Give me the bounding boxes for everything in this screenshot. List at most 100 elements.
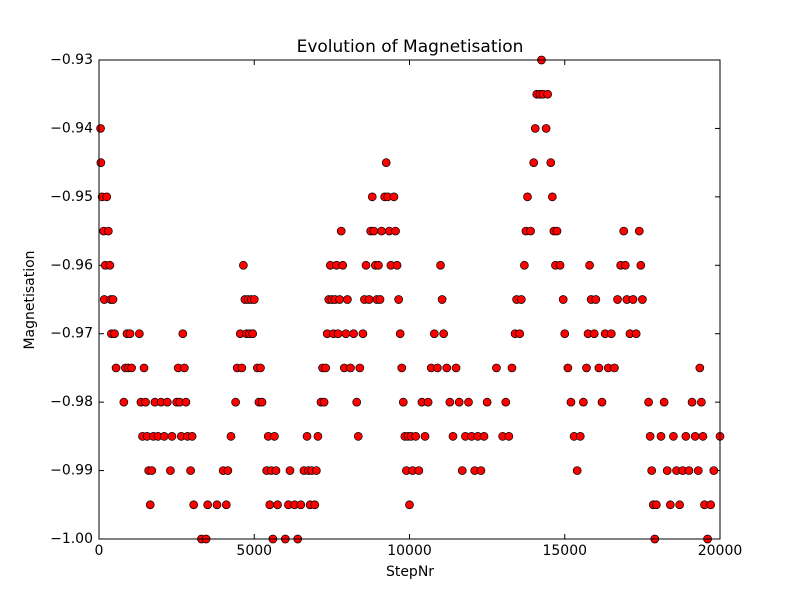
point bbox=[221, 500, 231, 510]
point bbox=[695, 363, 705, 373]
plot-frame bbox=[98, 59, 721, 540]
point bbox=[515, 329, 525, 339]
x-tick-label: 15000 bbox=[542, 543, 587, 559]
point bbox=[108, 295, 118, 304]
point bbox=[333, 329, 343, 339]
point bbox=[482, 397, 492, 407]
point bbox=[572, 466, 582, 475]
point bbox=[349, 329, 358, 339]
point bbox=[610, 363, 619, 373]
point bbox=[436, 260, 445, 270]
point bbox=[433, 363, 442, 373]
point bbox=[186, 466, 195, 475]
point bbox=[619, 226, 629, 236]
point bbox=[454, 397, 464, 407]
point bbox=[693, 466, 703, 475]
point bbox=[127, 363, 136, 373]
point bbox=[563, 363, 573, 373]
point bbox=[636, 260, 646, 270]
point bbox=[398, 397, 408, 407]
point bbox=[162, 397, 172, 407]
point bbox=[369, 226, 379, 236]
point bbox=[606, 329, 616, 339]
point bbox=[102, 192, 112, 202]
y-tick-label: −0.98 bbox=[50, 394, 93, 410]
point bbox=[231, 397, 240, 407]
point bbox=[159, 432, 169, 441]
point bbox=[135, 329, 144, 339]
point bbox=[374, 260, 383, 270]
point bbox=[395, 329, 405, 339]
point bbox=[226, 432, 236, 441]
point bbox=[302, 432, 312, 441]
y-tick-label: −0.94 bbox=[50, 120, 93, 136]
point bbox=[575, 432, 585, 441]
point bbox=[631, 329, 641, 339]
point bbox=[358, 329, 368, 339]
point bbox=[613, 295, 622, 304]
point bbox=[271, 466, 281, 475]
point bbox=[397, 363, 407, 373]
point bbox=[352, 397, 362, 407]
point bbox=[476, 466, 486, 475]
point bbox=[589, 329, 599, 339]
point bbox=[189, 500, 199, 510]
point bbox=[381, 158, 391, 167]
x-tick-label: 20000 bbox=[698, 543, 743, 559]
point bbox=[547, 192, 557, 202]
point bbox=[321, 363, 331, 373]
point bbox=[145, 500, 155, 510]
chart-title: Evolution of Magnetisation bbox=[297, 37, 524, 57]
point bbox=[178, 329, 188, 339]
y-tick-label: −0.95 bbox=[50, 189, 93, 205]
point bbox=[180, 363, 189, 373]
x-tick-label: 5000 bbox=[236, 543, 272, 559]
point bbox=[516, 295, 526, 304]
point bbox=[582, 363, 591, 373]
point bbox=[103, 226, 113, 236]
point bbox=[361, 260, 371, 270]
point bbox=[698, 432, 708, 441]
point bbox=[669, 432, 678, 441]
point bbox=[319, 397, 329, 407]
point bbox=[566, 397, 576, 407]
point bbox=[237, 363, 247, 373]
point bbox=[257, 397, 267, 407]
point bbox=[620, 260, 630, 270]
point bbox=[529, 158, 539, 167]
point bbox=[313, 432, 323, 441]
point bbox=[335, 295, 344, 304]
y-tick-label: −0.97 bbox=[50, 326, 93, 342]
point bbox=[492, 363, 501, 373]
point bbox=[681, 432, 691, 441]
point bbox=[656, 432, 666, 441]
point bbox=[651, 500, 661, 510]
point bbox=[181, 397, 191, 407]
point bbox=[420, 432, 430, 441]
point bbox=[110, 329, 119, 339]
point bbox=[552, 226, 562, 236]
point bbox=[249, 295, 259, 304]
point bbox=[706, 500, 716, 510]
point bbox=[523, 192, 532, 202]
point bbox=[594, 363, 604, 373]
point bbox=[364, 295, 374, 304]
point bbox=[684, 466, 694, 475]
point bbox=[437, 295, 447, 304]
point bbox=[341, 329, 351, 339]
x-tick-label: 10000 bbox=[387, 543, 432, 559]
point bbox=[638, 295, 647, 304]
point bbox=[310, 500, 320, 510]
point bbox=[392, 260, 402, 270]
point bbox=[405, 500, 414, 510]
point bbox=[312, 466, 321, 475]
point bbox=[167, 432, 177, 441]
point bbox=[555, 260, 565, 270]
point bbox=[451, 363, 461, 373]
point bbox=[96, 124, 105, 133]
y-tick-label: −1.00 bbox=[50, 531, 93, 547]
point bbox=[212, 500, 222, 510]
point bbox=[530, 124, 540, 133]
point bbox=[377, 226, 386, 236]
